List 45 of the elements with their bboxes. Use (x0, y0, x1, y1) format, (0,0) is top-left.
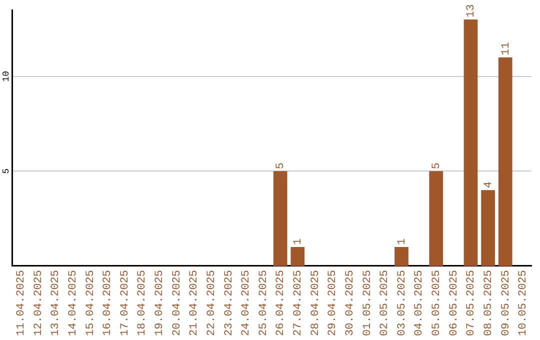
x-tick-label: 19.04.2025 (154, 270, 166, 336)
x-tick-label: 29.04.2025 (327, 270, 340, 336)
x-tick-label: 21.04.2025 (188, 270, 201, 336)
x-tick-label: 07.05.2025 (466, 270, 478, 336)
x-tick-label: 18.04.2025 (136, 270, 149, 336)
x-tick-label: 02.05.2025 (379, 270, 392, 336)
data-label: 4 (482, 181, 495, 188)
x-tick-label: 12.04.2025 (32, 270, 45, 336)
x-tick-label: 15.04.2025 (84, 270, 97, 336)
data-label: 1 (292, 238, 305, 246)
x-tick-label: 03.05.2025 (396, 270, 408, 336)
data-label: 5 (431, 162, 444, 170)
x-tick-label: 14.04.2025 (67, 270, 80, 336)
x-tick-label: 26.04.2025 (275, 270, 288, 336)
bar (290, 247, 305, 266)
x-tick-label: 16.04.2025 (102, 270, 114, 336)
x-tick-label: 09.05.2025 (500, 270, 512, 336)
bar (498, 57, 512, 266)
x-tick-label: 30.04.2025 (344, 270, 356, 336)
x-tick-label: 20.04.2025 (171, 270, 184, 336)
bar (273, 171, 288, 266)
x-tick-label: 04.05.2025 (414, 270, 426, 336)
data-label: 13 (466, 4, 478, 18)
x-tick-label: 11.04.2025 (16, 270, 28, 336)
x-tick-label: 27.04.2025 (292, 270, 305, 336)
bar (481, 190, 495, 266)
x-tick-label: 24.04.2025 (240, 270, 253, 336)
x-tick-label: 22.04.2025 (206, 270, 218, 336)
x-tick-label: 23.04.2025 (223, 270, 236, 336)
x-tick-label: 01.05.2025 (362, 270, 374, 336)
bar (394, 247, 408, 266)
x-tick-label: 05.05.2025 (431, 270, 444, 336)
bar (464, 19, 478, 266)
x-tick-label: 06.05.2025 (448, 270, 460, 336)
x-tick-label: 13.04.2025 (50, 270, 62, 336)
x-tick-label: 17.04.2025 (119, 270, 132, 336)
data-label: 1 (396, 238, 408, 246)
x-tick-label: 10.05.2025 (518, 270, 530, 336)
data-label: 5 (275, 162, 288, 170)
data-label: 11 (500, 42, 512, 56)
bar (429, 171, 444, 266)
x-tick-label: 08.05.2025 (482, 270, 495, 336)
y-tick-label: 10 (1, 70, 12, 82)
x-tick-label: 25.04.2025 (258, 270, 270, 336)
x-tick-label: 28.04.2025 (310, 270, 322, 336)
